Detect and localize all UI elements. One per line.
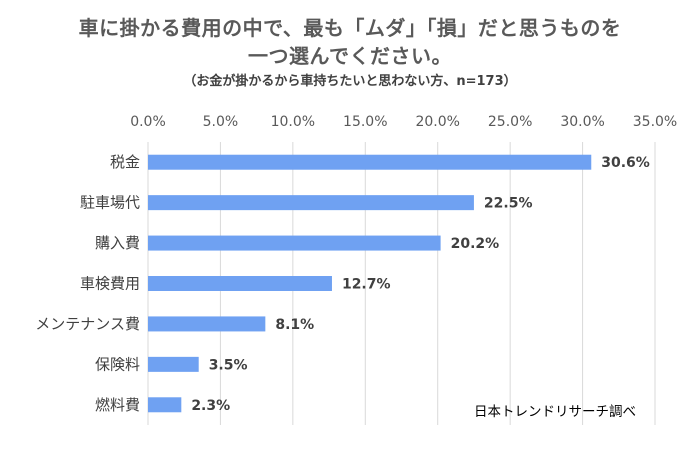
bar (148, 195, 474, 211)
x-tick-label: 15.0% (343, 114, 387, 130)
category-label: 車検費用 (80, 275, 140, 293)
x-tick-label: 30.0% (560, 114, 604, 130)
data-label: 22.5% (484, 196, 533, 212)
data-label: 20.2% (451, 236, 500, 252)
bar (148, 356, 199, 372)
category-label: メンテナンス費 (35, 315, 140, 333)
data-label: 12.7% (342, 277, 391, 293)
category-label: 保険料 (95, 355, 140, 373)
x-tick-label: 25.0% (488, 114, 532, 130)
bar (148, 397, 182, 413)
data-label: 3.5% (209, 357, 248, 373)
x-tick-label: 0.0% (130, 114, 166, 130)
bar (148, 154, 592, 170)
bar (148, 235, 441, 251)
category-label: 購入費 (95, 234, 140, 252)
x-tick-label: 20.0% (415, 114, 459, 130)
x-tick-label: 35.0% (633, 114, 677, 130)
data-label: 2.3% (191, 398, 230, 414)
chart-title-line-1: 車に掛かる費用の中で、最も「ムダ」「損」だと思うものを (78, 16, 622, 40)
data-label: 8.1% (275, 317, 314, 333)
source-note: 日本トレンドリサーチ調べ (474, 404, 636, 420)
category-label: 税金 (110, 153, 140, 171)
chart-subtitle: （お金が掛かるから車持ちたいと思わない方、n=173） (183, 74, 517, 89)
chart-title-line-2: 一つ選んでください。 (248, 44, 452, 68)
bar (148, 316, 266, 332)
x-tick-label: 10.0% (271, 114, 315, 130)
data-label: 30.6% (601, 155, 650, 171)
category-label: 駐車場代 (80, 194, 140, 212)
x-tick-label: 5.0% (203, 114, 239, 130)
category-label: 燃料費 (95, 396, 140, 414)
bar (148, 276, 332, 291)
